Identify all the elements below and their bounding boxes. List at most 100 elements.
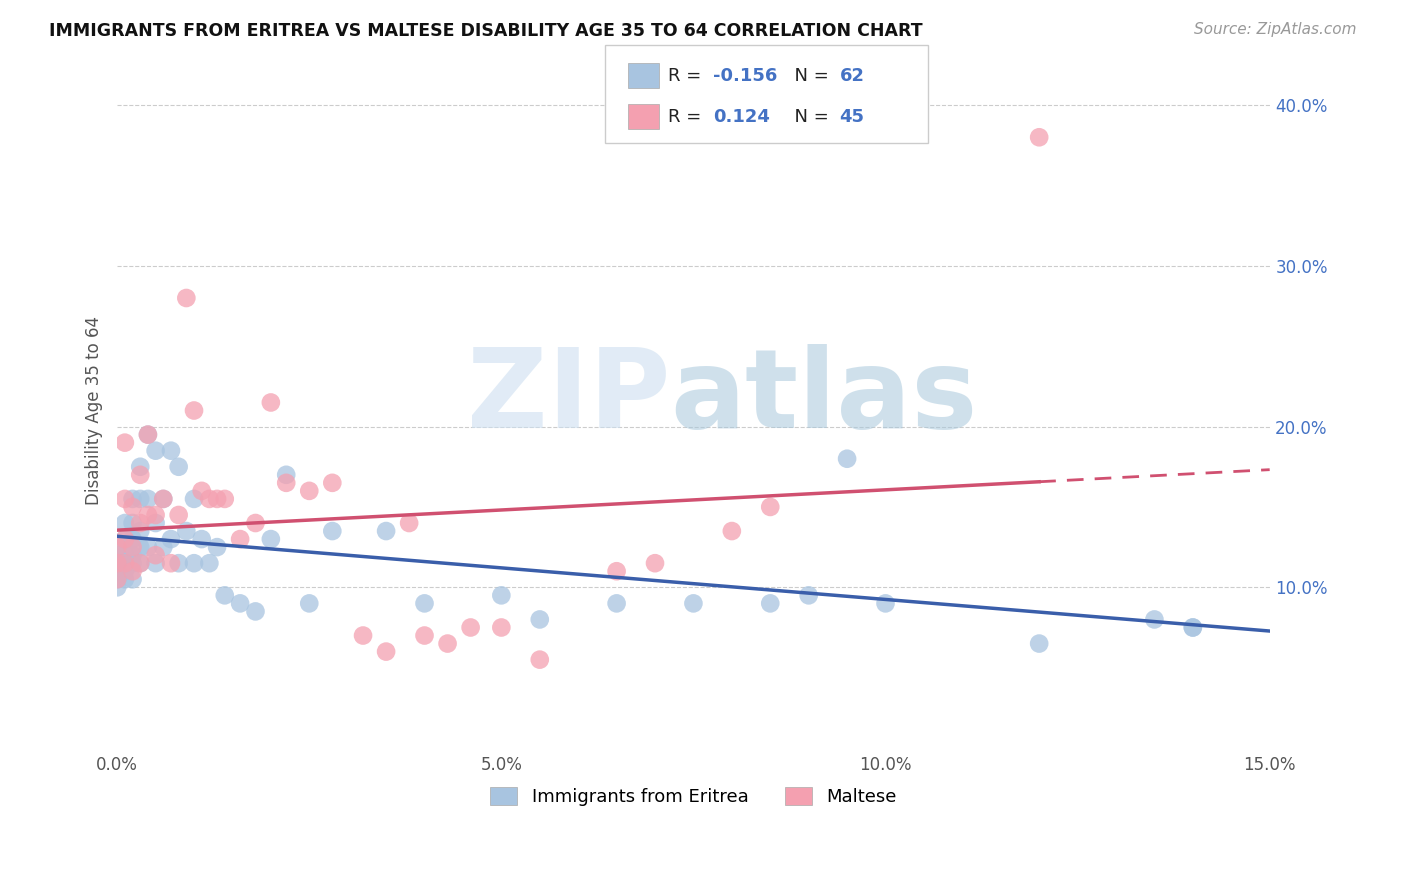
Point [121,516,143,530]
Point [205,491,228,506]
Point [167,459,190,474]
Point [121,564,143,578]
Point [167,556,190,570]
Point [121,548,143,562]
Point [105,580,128,594]
Point [160,443,183,458]
Point [121,540,143,554]
Point [114,556,136,570]
Point [229,596,252,610]
Point [606,564,628,578]
Point [1143,612,1166,626]
Point [1028,130,1050,145]
Point [145,556,167,570]
Point [145,516,167,530]
Point [105,564,128,578]
Y-axis label: Disability Age 35 to 64: Disability Age 35 to 64 [86,316,103,505]
Point [152,491,174,506]
Text: R =: R = [668,67,707,85]
Point [190,532,212,546]
Point [105,556,128,570]
Point [190,483,212,498]
Point [183,491,205,506]
Point [413,596,436,610]
Point [229,532,252,546]
Point [129,516,152,530]
Point [176,291,198,305]
Point [245,604,267,618]
Point [105,556,128,570]
Point [321,524,343,538]
Point [114,532,136,546]
Point [136,491,159,506]
Point [176,524,198,538]
Point [491,620,513,634]
Point [114,532,136,546]
Point [114,516,136,530]
Point [398,516,420,530]
Point [105,540,128,554]
Point [114,435,136,450]
Point [121,556,143,570]
Point [129,540,152,554]
Point [214,491,236,506]
Point [436,636,458,650]
Point [129,556,152,570]
Point [721,524,744,538]
Point [114,548,136,562]
Point [121,532,143,546]
Point [121,491,143,506]
Point [198,491,221,506]
Point [152,540,174,554]
Text: Source: ZipAtlas.com: Source: ZipAtlas.com [1194,22,1357,37]
Text: 62: 62 [839,67,865,85]
Point [214,588,236,602]
Text: ZIP: ZIP [467,343,671,450]
Point [105,572,128,586]
Point [276,475,298,490]
Point [160,556,183,570]
Point [114,556,136,570]
Text: 45: 45 [839,108,865,126]
Text: R =: R = [668,108,707,126]
Point [129,524,152,538]
Point [1028,636,1050,650]
Point [136,508,159,522]
Point [114,564,136,578]
Point [114,491,136,506]
Point [321,475,343,490]
Point [121,572,143,586]
Point [245,516,267,530]
Text: N =: N = [783,67,835,85]
Point [413,628,436,642]
Point [129,459,152,474]
Text: -0.156: -0.156 [713,67,778,85]
Point [875,596,897,610]
Point [682,596,704,610]
Text: atlas: atlas [671,343,977,450]
Point [352,628,374,642]
Point [759,596,782,610]
Point [145,548,167,562]
Point [129,491,152,506]
Point [129,556,152,570]
Point [759,500,782,514]
Point [145,508,167,522]
Point [298,596,321,610]
Point [460,620,482,634]
Point [129,467,152,482]
Text: IMMIGRANTS FROM ERITREA VS MALTESE DISABILITY AGE 35 TO 64 CORRELATION CHART: IMMIGRANTS FROM ERITREA VS MALTESE DISAB… [49,22,922,40]
Point [205,540,228,554]
Point [797,588,820,602]
Point [121,500,143,514]
Point [136,427,159,442]
Point [260,395,283,409]
Point [105,572,128,586]
Point [260,532,283,546]
Point [491,588,513,602]
Point [375,644,398,658]
Text: N =: N = [783,108,835,126]
Point [160,532,183,546]
Point [152,491,174,506]
Point [105,540,128,554]
